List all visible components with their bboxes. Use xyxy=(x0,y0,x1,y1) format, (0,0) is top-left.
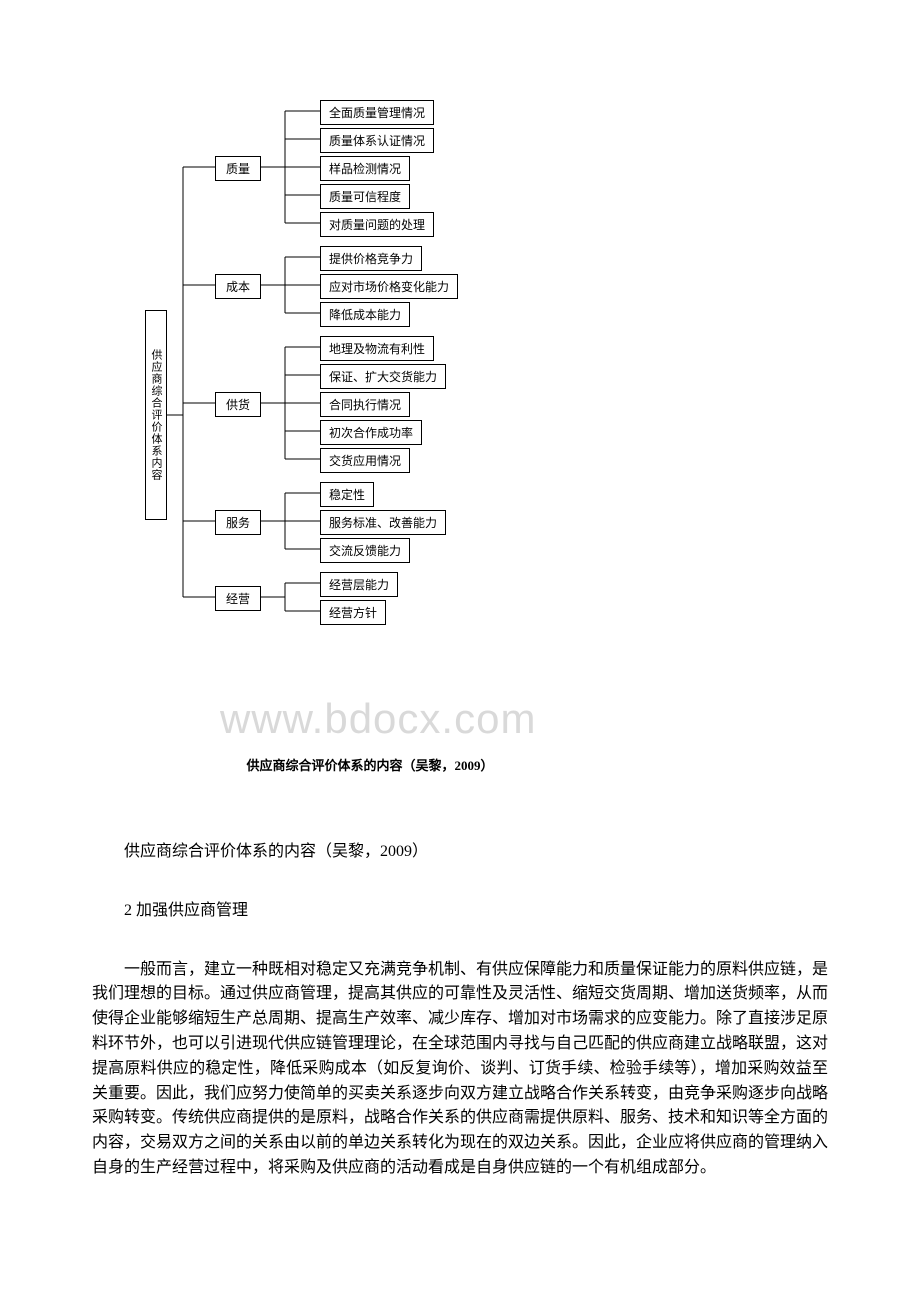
leaf-box: 样品检测情况 xyxy=(320,156,410,181)
leaf-box: 经营层能力 xyxy=(320,572,398,597)
leaf-box: 稳定性 xyxy=(320,482,374,507)
tree-diagram: 全面质量管理情况质量体系认证情况样品检测情况质量可信程度对质量问题的处理 质量提供… xyxy=(145,100,595,740)
caption-repeat: 供应商综合评价体系的内容（吴黎，2009） xyxy=(92,840,828,865)
diagram-caption: 供应商综合评价体系的内容（吴黎，2009） xyxy=(145,755,595,774)
leaf-box: 保证、扩大交货能力 xyxy=(320,364,446,389)
leaf-box: 初次合作成功率 xyxy=(320,420,422,445)
leaf-box: 交流反馈能力 xyxy=(320,538,410,563)
section-heading: 2 加强供应商管理 xyxy=(92,899,828,924)
leaf-box: 对质量问题的处理 xyxy=(320,212,434,237)
leaf-box: 服务标准、改善能力 xyxy=(320,510,446,535)
leaf-box: 经营方针 xyxy=(320,600,386,625)
body-text: 供应商综合评价体系的内容（吴黎，2009） 2 加强供应商管理 一般而言，建立一… xyxy=(92,840,828,1181)
leaf-box: 地理及物流有利性 xyxy=(320,336,434,361)
category-box: 供货 xyxy=(215,392,261,417)
category-box: 成本 xyxy=(215,274,261,299)
category-box: 服务 xyxy=(215,510,261,535)
leaf-box: 应对市场价格变化能力 xyxy=(320,274,458,299)
leaf-box: 降低成本能力 xyxy=(320,302,410,327)
category-box: 经营 xyxy=(215,586,261,611)
leaf-box: 交货应用情况 xyxy=(320,448,410,473)
leaf-box: 质量可信程度 xyxy=(320,184,410,209)
leaf-box: 提供价格竞争力 xyxy=(320,246,422,271)
leaf-box: 合同执行情况 xyxy=(320,392,410,417)
root-box: 供应商综合评价体系内容 xyxy=(145,310,167,520)
leaf-box: 质量体系认证情况 xyxy=(320,128,434,153)
leaf-box: 全面质量管理情况 xyxy=(320,100,434,125)
category-box: 质量 xyxy=(215,156,261,181)
body-paragraph: 一般而言，建立一种既相对稳定又充满竞争机制、有供应保障能力和质量保证能力的原料供… xyxy=(92,958,828,1181)
